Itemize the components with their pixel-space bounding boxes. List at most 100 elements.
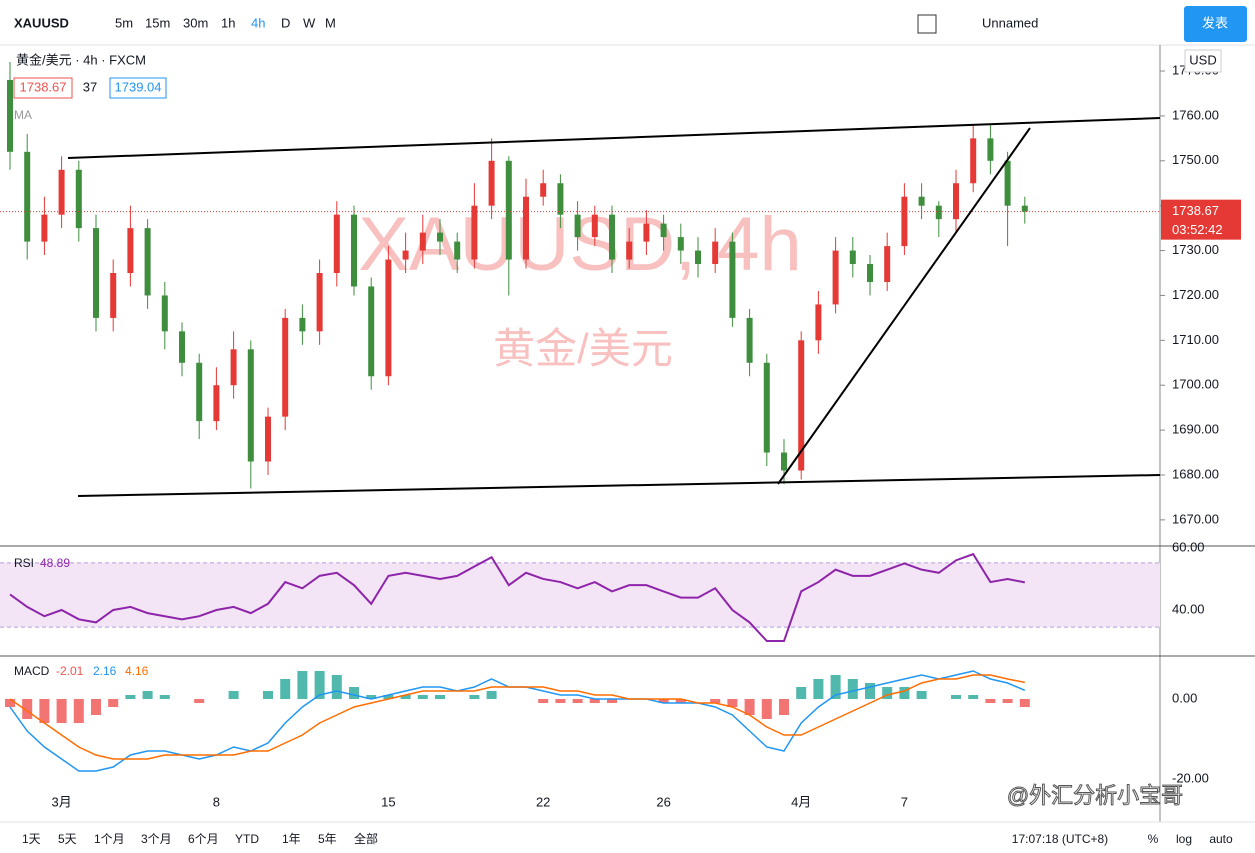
range-button[interactable]: 5年: [318, 832, 337, 846]
macd-histogram-bar: [899, 687, 910, 699]
currency: USD: [1189, 52, 1216, 67]
macd-histogram-bar: [658, 699, 669, 703]
candle-body: [196, 362, 203, 422]
interval-button[interactable]: 30m: [183, 15, 208, 30]
macd-histogram-bar: [813, 679, 824, 699]
countdown-label: 03:52:42: [1172, 222, 1223, 237]
publish-label[interactable]: 发表: [1202, 15, 1228, 30]
candle-body: [729, 241, 736, 318]
candle-body: [247, 349, 254, 462]
macd-histogram-bar: [56, 699, 67, 723]
candle-body: [41, 214, 48, 242]
candle-body: [609, 214, 615, 260]
range-button[interactable]: 1个月: [94, 832, 125, 846]
macd-histogram-bar: [194, 699, 205, 703]
range-button[interactable]: 全部: [354, 831, 378, 846]
range-button[interactable]: 6个月: [188, 832, 219, 846]
trend-line[interactable]: [77, 474, 1161, 497]
ma-label: MA: [14, 108, 32, 122]
candle-body: [832, 250, 839, 305]
macd-histogram-bar: [263, 691, 273, 699]
candle-body: [505, 160, 512, 260]
candle-body: [746, 317, 753, 363]
price-tick-label: 1730.00: [1172, 242, 1219, 257]
macd-histogram-bar: [280, 679, 291, 699]
ask-box: [109, 77, 167, 99]
rsi-tick-label: 60.00: [1172, 539, 1205, 554]
macd-histogram-bar: [39, 699, 50, 723]
range-button[interactable]: 5天: [58, 832, 77, 846]
macd-histogram-bar: [91, 699, 101, 715]
symbol[interactable]: XAUUSD: [14, 15, 69, 30]
range-button[interactable]: 3个月: [141, 832, 172, 846]
macd-histogram-bar: [675, 699, 686, 703]
candle-body: [265, 416, 271, 462]
time-tick-label: 3月: [51, 794, 71, 809]
bid-box: [13, 77, 73, 99]
range-button[interactable]: YTD: [235, 832, 259, 846]
candle-body: [230, 349, 237, 386]
interval-button[interactable]: M: [325, 15, 336, 30]
interval-button[interactable]: 4h: [251, 15, 265, 30]
macd-histogram-bar: [228, 691, 239, 699]
candle-body: [884, 246, 891, 282]
price-tick-label: 1690.00: [1172, 422, 1219, 437]
time-tick-label: 4月: [791, 794, 811, 809]
layout-icon[interactable]: [917, 14, 937, 34]
interval-button[interactable]: 1h: [221, 15, 235, 30]
signal-line: [9, 674, 1025, 760]
time-tick-label: 15: [381, 794, 395, 809]
macd-histogram-bar: [417, 695, 428, 699]
macd-histogram-bar: [744, 699, 755, 715]
macd-tick-label: 0.00: [1172, 690, 1197, 705]
candle-body: [7, 80, 13, 152]
interval-button[interactable]: 5m: [115, 15, 133, 30]
layout-name[interactable]: Unnamed: [982, 15, 1038, 30]
macd-tick-label: -20.00: [1172, 770, 1209, 785]
publish-button[interactable]: [1184, 6, 1247, 42]
candle-body: [333, 214, 340, 274]
candle-body: [695, 250, 701, 265]
currency-box: [1184, 49, 1222, 73]
trend-line[interactable]: [777, 127, 1031, 485]
range-button[interactable]: 1年: [282, 832, 301, 846]
range-button[interactable]: 1天: [22, 832, 41, 846]
candle-body: [213, 385, 220, 422]
interval-button[interactable]: W: [303, 15, 316, 30]
candle-body: [437, 232, 443, 242]
candle-body: [93, 228, 99, 318]
macd-histogram-bar: [366, 695, 377, 699]
candle-body: [987, 138, 994, 161]
candle-body: [402, 250, 409, 260]
macd-value: 2.16: [93, 664, 117, 678]
macd-histogram-bar: [349, 687, 359, 699]
price-tick-label: 1710.00: [1172, 332, 1219, 347]
candle-body: [626, 241, 633, 260]
candle-body: [798, 340, 805, 471]
interval-button[interactable]: D: [281, 15, 290, 30]
candle-body: [385, 259, 392, 377]
time-tick-label: 7: [901, 794, 908, 809]
log-toggle[interactable]: log: [1176, 832, 1192, 846]
percent-toggle[interactable]: %: [1148, 832, 1159, 846]
auto-toggle[interactable]: auto: [1209, 832, 1233, 846]
candle-body: [574, 214, 581, 238]
macd-histogram-bar: [469, 695, 480, 699]
candle-body: [781, 452, 787, 471]
macd-histogram-bar: [796, 687, 807, 699]
bid: 1738.67: [20, 79, 67, 94]
interval-button[interactable]: 15m: [145, 15, 170, 30]
candle-body: [540, 183, 547, 197]
candle-body: [110, 273, 117, 318]
candle-body: [849, 250, 856, 265]
candle-body: [1021, 205, 1028, 212]
macd-histogram-bar: [383, 695, 394, 699]
macd-histogram-bar: [125, 695, 136, 699]
macd-histogram-bar: [297, 671, 308, 699]
macd-histogram-bar: [435, 695, 445, 699]
macd-histogram-bar: [22, 699, 33, 719]
trend-line[interactable]: [67, 117, 1161, 159]
macd-histogram-bar: [710, 699, 721, 703]
rsi-value: 48.89: [40, 556, 70, 570]
